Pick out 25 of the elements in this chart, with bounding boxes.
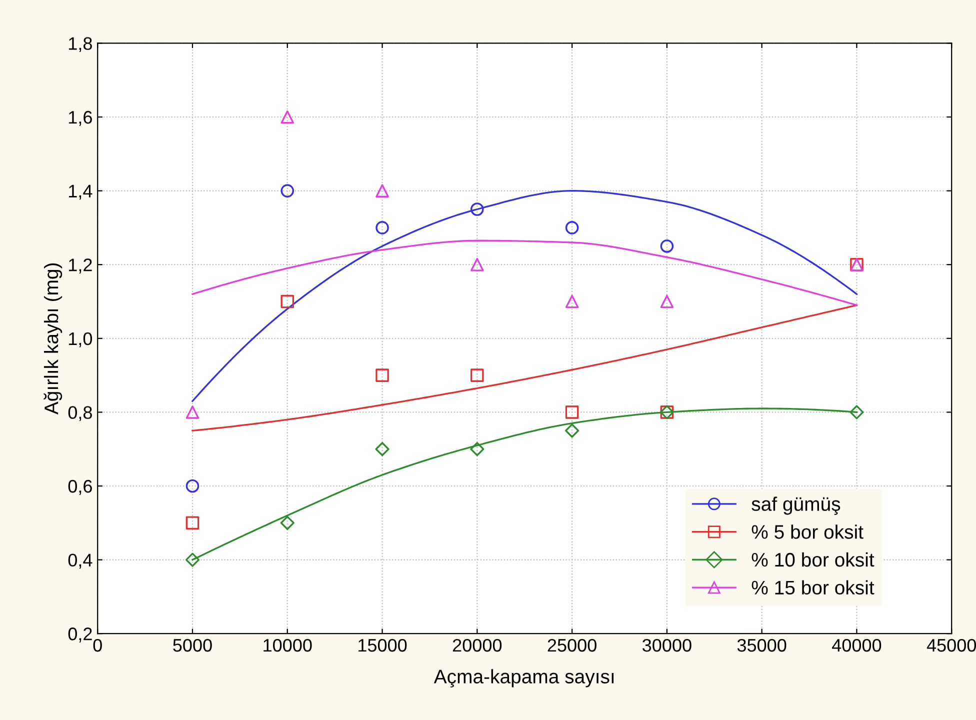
x-tick-label: 20000 xyxy=(452,638,502,652)
legend-label: % 15 bor oksit xyxy=(752,580,874,595)
legend-label: % 10 bor oksit xyxy=(752,552,874,567)
x-tick-label: 40000 xyxy=(832,638,882,652)
y-tick-label: 0,4 xyxy=(68,554,92,569)
x-axis-title: Açma-kapama sayısı xyxy=(434,669,614,688)
y-axis-title: Ağırlık kaybı (mg) xyxy=(44,263,62,415)
y-tick-label: 0,2 xyxy=(68,628,92,642)
x-tick-label: 25000 xyxy=(548,638,596,652)
x-tick-label: 10000 xyxy=(264,638,312,652)
y-tick-label: 1,6 xyxy=(69,110,92,126)
y-tick-label: 1,8 xyxy=(69,37,92,52)
x-tick-label: 45000 xyxy=(926,638,976,652)
y-tick-label: 1,4 xyxy=(69,184,92,200)
x-tick-label: 5000 xyxy=(173,638,212,652)
y-tick-label: 0,6 xyxy=(68,480,92,495)
x-tick-label: 30000 xyxy=(642,638,692,652)
y-tick-label: 0,8 xyxy=(68,406,92,422)
x-tick-label: 35000 xyxy=(737,638,786,652)
legend-label: % 5 bor oksit xyxy=(752,524,864,539)
x-tick-label: 15000 xyxy=(358,638,407,652)
x-tick-label: 0 xyxy=(93,638,102,652)
y-tick-label: 1,0 xyxy=(69,332,92,348)
legend-label: saf gümüş xyxy=(752,496,840,515)
y-tick-label: 1,2 xyxy=(69,258,92,274)
